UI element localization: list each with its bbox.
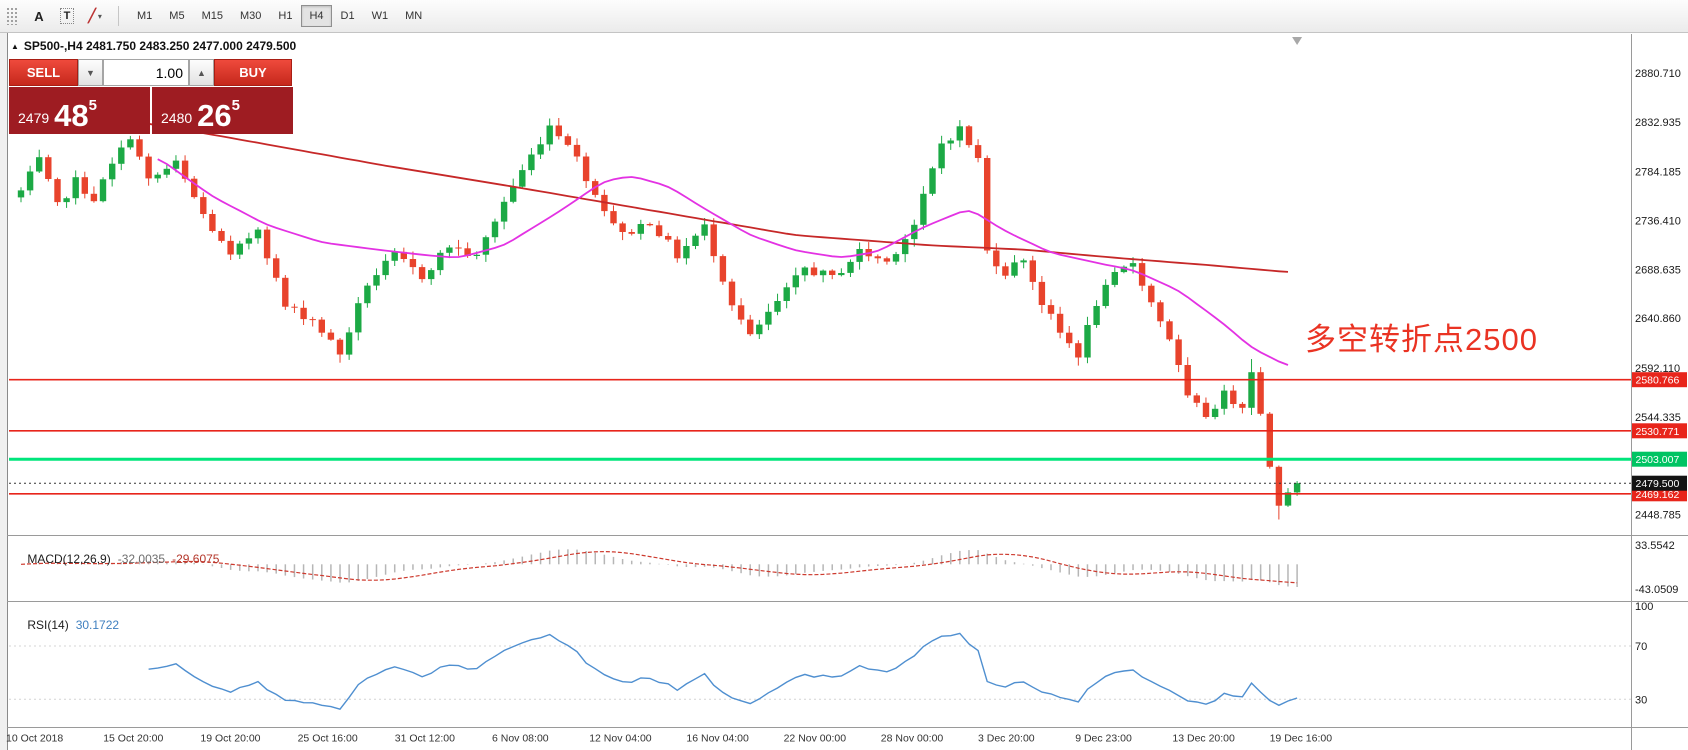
order-type-dropdown[interactable]: ▼: [78, 59, 103, 86]
chart-window: [7, 33, 1688, 750]
timeframe-D1[interactable]: D1: [333, 5, 363, 27]
chart-text-annotation[interactable]: 多空转折点2500: [1305, 322, 1538, 357]
price-axis-label: 2592.110: [1635, 363, 1680, 375]
level-lines: [9, 378, 1631, 495]
toolbar-separator: [118, 6, 119, 26]
symbol-header: ▲ SP500-,H4 2481.750 2483.250 2477.000 2…: [11, 39, 296, 53]
toolbar-tools: A T ╱ ▾: [26, 4, 108, 28]
symbol-ohlc-text: SP500-,H4 2481.750 2483.250 2477.000 247…: [23, 39, 297, 53]
price-tag: [1632, 475, 1687, 491]
macd-axis-min: -43.0509: [1635, 584, 1678, 596]
price-axis-label: 2544.335: [1635, 412, 1681, 424]
buy-price-main: 2480: [161, 110, 193, 126]
price-axis-label: 2688.635: [1635, 264, 1681, 276]
sell-price-sup: 5: [88, 97, 97, 114]
price-tag-label: 2479.500: [1636, 478, 1680, 490]
one-click-trading-panel: SELL ▼ ▲ BUY 2479 48 5 2480 26 5: [9, 59, 293, 134]
price-tag: [1632, 451, 1687, 467]
time-axis-label: 6 Nov 08:00: [492, 733, 549, 745]
last-bar-marker: [1292, 37, 1303, 45]
top-toolbar: A T ╱ ▾ M1 M5 M15 M30 H1 H4 D1 W1 MN: [0, 0, 1688, 33]
price-axis-label: 2832.935: [1635, 117, 1681, 129]
candlestick-series: [17, 118, 1301, 520]
pane-separators: [7, 34, 1688, 750]
price-tag: [1632, 423, 1687, 439]
volume-input[interactable]: [103, 59, 189, 86]
timeframe-M1[interactable]: M1: [129, 5, 160, 27]
price-axis: 2880.710 2832.935 2784.185 2736.410 2688.635…: [1635, 68, 1681, 706]
one-click-prices: 2479 48 5 2480 26 5: [9, 87, 293, 134]
buy-price-sup: 5: [231, 97, 240, 114]
timeframe-MN[interactable]: MN: [397, 5, 430, 27]
buy-price-display[interactable]: 2480 26 5: [152, 87, 293, 134]
volume-up-button[interactable]: ▲: [189, 59, 214, 86]
macd-name: MACD(12,26,9): [27, 552, 111, 566]
rsi-line: [148, 632, 1298, 711]
time-axis-label: 28 Nov 00:00: [881, 733, 944, 745]
one-click-controls: SELL ▼ ▲ BUY: [9, 59, 293, 86]
sell-price-big: 48: [54, 97, 89, 133]
time-axis-label: 3 Dec 20:00: [978, 733, 1035, 745]
text-label-tool[interactable]: T: [54, 4, 80, 28]
price-axis-label: 2784.185: [1635, 167, 1681, 179]
cursor-tool[interactable]: A: [26, 4, 52, 28]
buy-button[interactable]: BUY: [214, 59, 292, 86]
timeframe-H4[interactable]: H4: [301, 5, 332, 27]
rsi-value: 30.1722: [75, 618, 120, 632]
timeframe-M30[interactable]: M30: [232, 5, 269, 27]
sell-price-main: 2479: [18, 110, 50, 126]
rsi-axis-label: 100: [1635, 601, 1653, 613]
macd-histogram: [29, 549, 1298, 587]
macd-value-main: -32.0035: [117, 552, 166, 566]
buy-price-big: 26: [197, 97, 232, 133]
price-tag-label: 2503.007: [1636, 454, 1680, 466]
toolbar-timeframes: M1 M5 M15 M30 H1 H4 D1 W1 MN: [129, 5, 430, 27]
rsi-name: RSI(14): [27, 618, 69, 632]
sell-button[interactable]: SELL: [9, 59, 78, 86]
time-axis-label: 12 Nov 04:00: [589, 733, 652, 745]
macd-axis-max: 33.5542: [1635, 540, 1675, 552]
macd-signal-line: [20, 550, 1298, 584]
rsi-label: RSI(14) 30.1722: [14, 604, 119, 646]
time-axis-label: 31 Oct 12:00: [395, 733, 455, 745]
timeframe-M5[interactable]: M5: [161, 5, 192, 27]
time-axis-labels: 10 Oct 2018 15 Oct 20:00 19 Oct 20:00 25 Oc…: [6, 733, 1332, 745]
shapes-dropdown[interactable]: ╱ ▾: [82, 4, 108, 28]
ma-magenta-line: [157, 158, 1289, 366]
ma-red-line: [20, 101, 1289, 273]
time-axis-label: 19 Dec 16:00: [1270, 733, 1333, 745]
price-axis-label: 2736.410: [1635, 216, 1681, 228]
macd-value-signal: -29.6075: [172, 552, 220, 566]
price-axis-label: 2880.710: [1635, 68, 1681, 80]
toolbar-drag-handle-icon[interactable]: [6, 7, 18, 25]
time-axis-label: 22 Nov 00:00: [784, 733, 847, 745]
one-click-collapse-icon[interactable]: ▲: [11, 41, 19, 51]
time-axis-label: 9 Dec 23:00: [1075, 733, 1132, 745]
rsi-levels: [9, 645, 1631, 700]
price-tag-label: 2580.766: [1636, 375, 1680, 387]
time-axis-label: 15 Oct 20:00: [103, 733, 163, 745]
sell-price-display[interactable]: 2479 48 5: [9, 87, 150, 134]
price-axis-label: 2640.860: [1635, 313, 1681, 325]
timeframe-H1[interactable]: H1: [270, 5, 300, 27]
time-axis-label: 25 Oct 16:00: [298, 733, 358, 745]
price-tag-label: 2469.162: [1636, 489, 1680, 501]
time-axis-label: 10 Oct 2018: [6, 733, 63, 745]
price-tag-label: 2530.771: [1636, 426, 1680, 438]
rsi-axis-label: 30: [1635, 694, 1647, 706]
macd-label: MACD(12,26,9) -32.0035 -29.6075: [14, 538, 219, 580]
price-tag: [1632, 372, 1687, 388]
time-axis-label: 16 Nov 04:00: [686, 733, 749, 745]
rsi-axis-label: 70: [1635, 641, 1647, 653]
timeframe-M15[interactable]: M15: [194, 5, 231, 27]
time-axis-label: 19 Oct 20:00: [200, 733, 260, 745]
time-axis-label: 13 Dec 20:00: [1172, 733, 1235, 745]
price-axis-label: 2448.785: [1635, 510, 1681, 522]
timeframe-W1[interactable]: W1: [364, 5, 397, 27]
